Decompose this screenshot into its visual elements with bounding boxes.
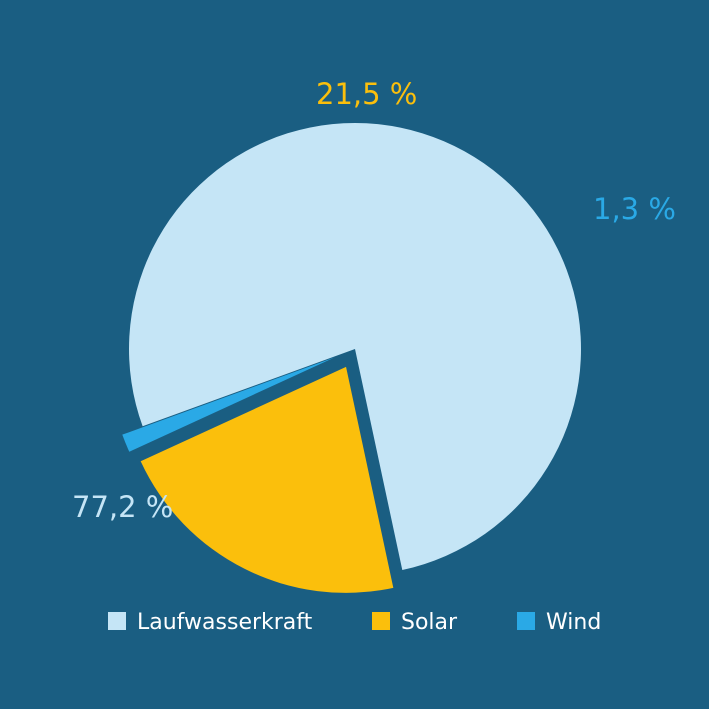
slice-label-laufwasserkraft: 77,2 % <box>72 490 173 524</box>
legend-label-solar: Solar <box>401 610 458 635</box>
legend-swatch-solar <box>372 612 390 630</box>
legend-item-laufwasserkraft: Laufwasserkraft <box>108 610 313 635</box>
pie-slice-solar <box>140 366 394 593</box>
slice-labels: 77,2 % 21,5 % 1,3 % <box>72 77 676 524</box>
pie-slice-wind <box>122 357 335 452</box>
pie-slice-laufwasserkraft <box>129 123 581 570</box>
legend: Laufwasserkraft Solar Wind <box>108 610 601 635</box>
legend-label-wind: Wind <box>546 610 601 635</box>
legend-swatch-wind <box>517 612 535 630</box>
pie-slices <box>122 123 581 593</box>
legend-item-solar: Solar <box>372 610 458 635</box>
legend-item-wind: Wind <box>517 610 601 635</box>
slice-label-wind: 1,3 % <box>593 192 676 226</box>
legend-label-laufwasserkraft: Laufwasserkraft <box>137 610 313 635</box>
slice-label-solar: 21,5 % <box>316 77 417 111</box>
legend-swatch-laufwasserkraft <box>108 612 126 630</box>
